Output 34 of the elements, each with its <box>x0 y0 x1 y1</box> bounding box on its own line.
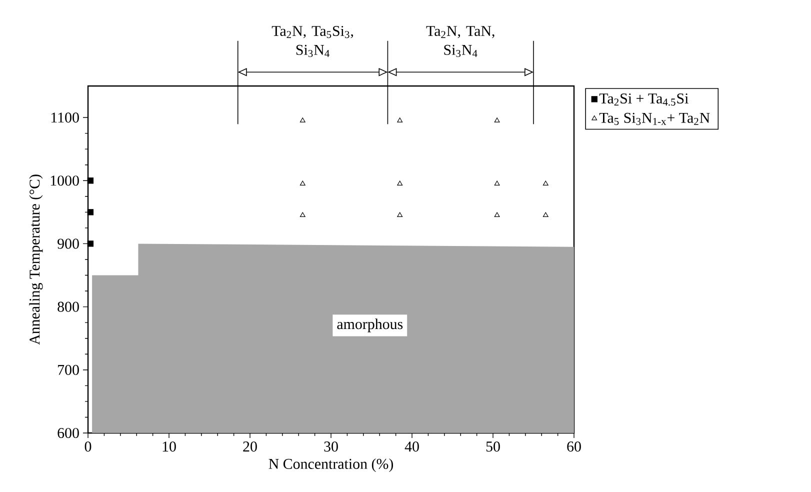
point <box>87 240 94 247</box>
y-axis-title: Annealing Temperature (°C) <box>29 174 43 345</box>
text: Ta$_{5}$ Si$_{3}$N$_{1-x}$+ Ta$_{2}$N <box>599 112 710 125</box>
y-tick-label: 1000 <box>50 176 79 186</box>
x-axis-title: N Concentration (%) <box>268 458 394 472</box>
point <box>494 180 500 186</box>
x-tick-label: 30 <box>324 442 338 452</box>
x-tick-label: 0 <box>84 442 92 452</box>
point <box>542 180 548 186</box>
point <box>397 180 403 186</box>
x-tick-label: 60 <box>567 442 581 452</box>
x-tick-label: 40 <box>404 442 419 452</box>
point <box>397 118 403 122</box>
legend-label: Ta$_{2}$Si + Ta$_{4.5}$Si <box>599 93 688 106</box>
point <box>494 212 500 218</box>
y-tick-label: 800 <box>58 302 79 312</box>
point <box>300 118 306 122</box>
y-tick-label: 700 <box>58 364 79 375</box>
x-tick-label: 10 <box>162 442 176 452</box>
y-tick-label: 900 <box>58 238 79 249</box>
y-tick-label: 1100 <box>51 112 79 123</box>
x-tick-label: 20 <box>243 442 257 452</box>
x-tick-label: 50 <box>486 442 500 452</box>
point <box>542 212 548 218</box>
point <box>494 118 500 122</box>
point <box>87 209 94 216</box>
y-tick-label: 600 <box>58 428 79 438</box>
point <box>300 180 306 186</box>
point <box>397 212 403 218</box>
text: Ta$_{2}$N, Ta$_{5}$Si$_{3}$, Si$_{3}$N$_{4}$ <box>272 26 354 58</box>
text: Ta$_{2}$N, TaN, Si$_{3}$N$_{4}$ <box>426 26 494 58</box>
annotation: amorphous <box>337 318 403 332</box>
point <box>300 212 306 218</box>
point <box>87 178 94 184</box>
